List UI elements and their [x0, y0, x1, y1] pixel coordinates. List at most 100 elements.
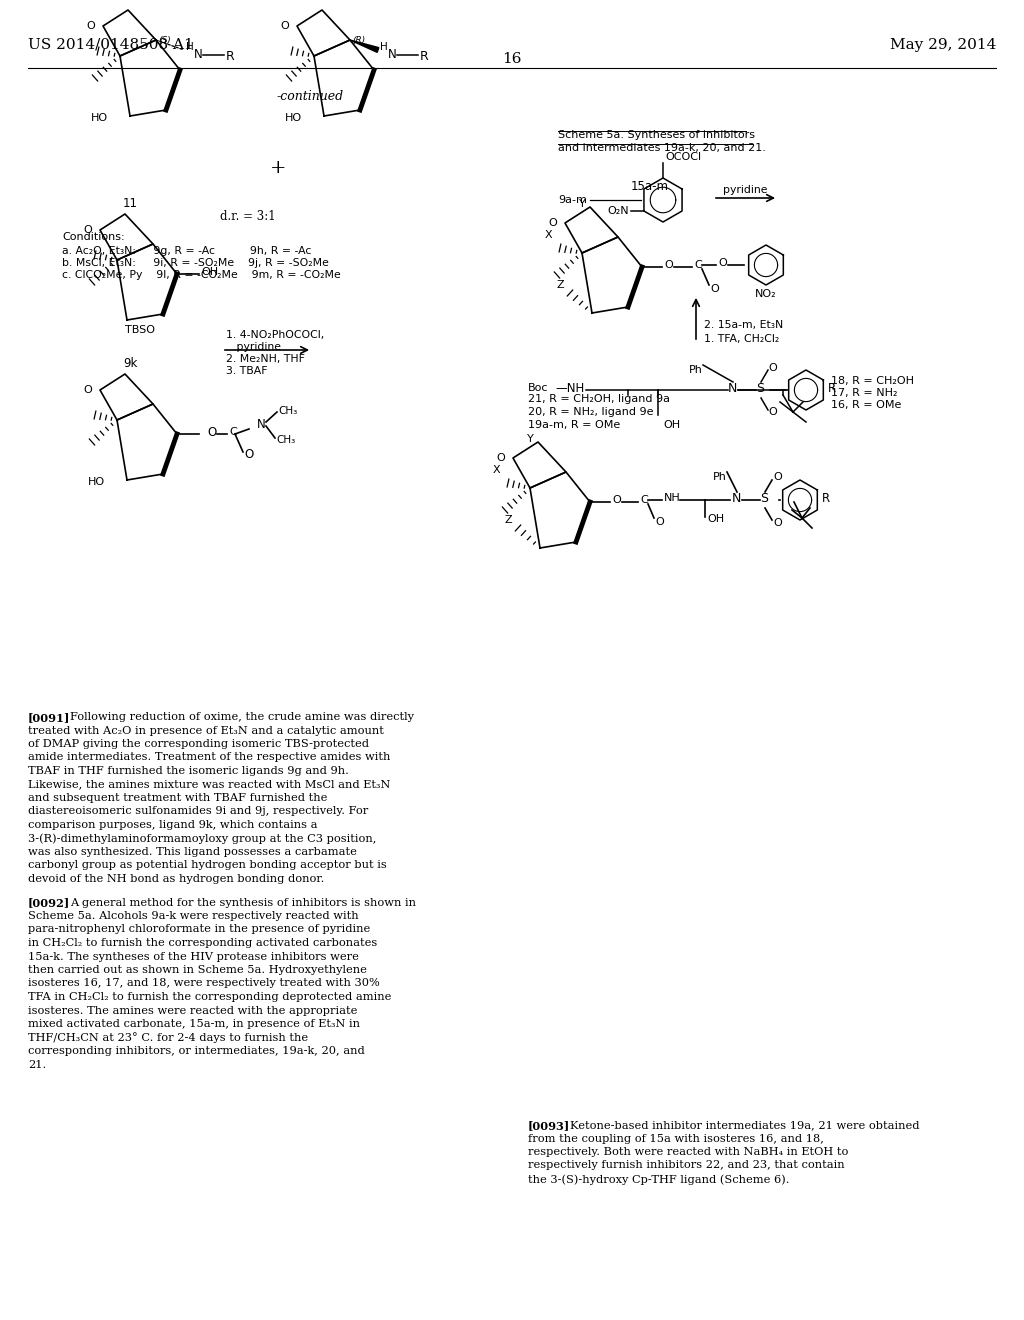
Text: respectively. Both were reacted with NaBH₄ in EtOH to: respectively. Both were reacted with NaB…: [528, 1147, 848, 1158]
Text: O: O: [548, 218, 557, 228]
Text: mixed activated carbonate, 15a-m, in presence of Et₃N in: mixed activated carbonate, 15a-m, in pre…: [28, 1019, 360, 1030]
Text: CH₃: CH₃: [278, 407, 297, 416]
Text: 1. TFA, CH₂Cl₂: 1. TFA, CH₂Cl₂: [705, 334, 779, 345]
Text: 15a-k. The syntheses of the HIV protease inhibitors were: 15a-k. The syntheses of the HIV protease…: [28, 952, 358, 961]
Text: Scheme 5a. Alcohols 9a-k were respectively reacted with: Scheme 5a. Alcohols 9a-k were respective…: [28, 911, 358, 921]
Text: Following reduction of oxime, the crude amine was directly: Following reduction of oxime, the crude …: [70, 711, 414, 722]
Text: (R): (R): [352, 36, 366, 45]
Text: Likewise, the amines mixture was reacted with MsCl and Et₃N: Likewise, the amines mixture was reacted…: [28, 780, 390, 789]
Text: and intermediates 19a-k, 20, and 21.: and intermediates 19a-k, 20, and 21.: [558, 143, 766, 153]
Text: respectively furnish inhibitors 22, and 23, that contain: respectively furnish inhibitors 22, and …: [528, 1160, 845, 1171]
Text: treated with Ac₂O in presence of Et₃N and a catalytic amount: treated with Ac₂O in presence of Et₃N an…: [28, 726, 384, 735]
Text: O: O: [207, 425, 216, 438]
Text: d.r. = 3:1: d.r. = 3:1: [220, 210, 275, 223]
Text: O: O: [710, 284, 719, 294]
Text: Z: Z: [505, 515, 512, 525]
Text: O: O: [768, 407, 777, 417]
Text: O: O: [655, 517, 664, 527]
Text: O: O: [768, 363, 777, 374]
Text: Ph: Ph: [689, 366, 702, 375]
Text: NH: NH: [664, 492, 681, 503]
Text: R: R: [420, 50, 429, 63]
Text: 2. Me₂NH, THF: 2. Me₂NH, THF: [226, 354, 305, 364]
Text: O₂N: O₂N: [607, 206, 629, 216]
Text: OH: OH: [201, 267, 218, 277]
Text: Y: Y: [526, 434, 534, 444]
Text: CH₃: CH₃: [276, 436, 295, 445]
Text: 3. TBAF: 3. TBAF: [226, 366, 267, 376]
Text: devoid of the NH bond as hydrogen bonding donor.: devoid of the NH bond as hydrogen bondin…: [28, 874, 325, 884]
Text: S: S: [760, 491, 768, 504]
Text: OH: OH: [663, 420, 680, 430]
Text: isosteres 16, 17, and 18, were respectively treated with 30%: isosteres 16, 17, and 18, were respectiv…: [28, 978, 380, 989]
Text: from the coupling of 15a with isosteres 16, and 18,: from the coupling of 15a with isosteres …: [528, 1134, 824, 1143]
Text: O: O: [773, 473, 781, 482]
Text: H: H: [186, 42, 194, 51]
Text: A general method for the synthesis of inhibitors is shown in: A general method for the synthesis of in…: [70, 898, 416, 908]
Text: OH: OH: [707, 513, 724, 524]
Text: 3-(R)-dimethylaminoformamoyloxy group at the C3 position,: 3-(R)-dimethylaminoformamoyloxy group at…: [28, 833, 377, 843]
Text: —NH: —NH: [555, 381, 585, 395]
Text: X: X: [545, 230, 552, 240]
Text: pyridine: pyridine: [226, 342, 281, 352]
Text: O: O: [83, 224, 92, 235]
Text: was also synthesized. This ligand possesses a carbamate: was also synthesized. This ligand posses…: [28, 847, 357, 857]
Text: amide intermediates. Treatment of the respective amides with: amide intermediates. Treatment of the re…: [28, 752, 390, 763]
Text: a. Ac₂O, Et₃N:     9g, R = -Ac          9h, R = -Ac: a. Ac₂O, Et₃N: 9g, R = -Ac 9h, R = -Ac: [62, 246, 311, 256]
Text: C: C: [229, 426, 237, 437]
Text: [0091]: [0091]: [28, 711, 71, 723]
Text: 9a-m: 9a-m: [558, 195, 587, 205]
Text: N: N: [194, 49, 203, 62]
Text: (S): (S): [158, 36, 171, 45]
Text: H: H: [380, 42, 388, 51]
Text: corresponding inhibitors, or intermediates, 19a-k, 20, and: corresponding inhibitors, or intermediat…: [28, 1045, 365, 1056]
Text: 15a-m: 15a-m: [631, 180, 669, 193]
Text: 1. 4-NO₂PhOCOCl,: 1. 4-NO₂PhOCOCl,: [226, 330, 325, 341]
Text: NO₂: NO₂: [755, 289, 777, 300]
Text: 11: 11: [123, 197, 137, 210]
Text: [0093]: [0093]: [528, 1119, 570, 1131]
Text: HO: HO: [88, 477, 105, 487]
Text: OCOCl: OCOCl: [665, 152, 701, 162]
Text: 2. 15a-m, Et₃N: 2. 15a-m, Et₃N: [705, 319, 783, 330]
Text: R: R: [822, 491, 830, 504]
Text: C: C: [640, 495, 648, 506]
Text: 20, R = NH₂, ligand 9e: 20, R = NH₂, ligand 9e: [528, 407, 653, 417]
Text: pyridine: pyridine: [723, 185, 767, 195]
Text: S: S: [756, 381, 764, 395]
Text: O: O: [612, 495, 621, 506]
Text: May 29, 2014: May 29, 2014: [890, 38, 996, 51]
Text: in CH₂Cl₂ to furnish the corresponding activated carbonates: in CH₂Cl₂ to furnish the corresponding a…: [28, 939, 377, 948]
Text: HO: HO: [91, 114, 108, 123]
Text: N: N: [388, 49, 396, 62]
Text: TBAF in THF furnished the isomeric ligands 9g and 9h.: TBAF in THF furnished the isomeric ligan…: [28, 766, 349, 776]
Text: Scheme 5a. Syntheses of inhibitors: Scheme 5a. Syntheses of inhibitors: [558, 129, 755, 140]
Text: comparison purposes, ligand 9k, which contains a: comparison purposes, ligand 9k, which co…: [28, 820, 317, 830]
Text: Z: Z: [556, 280, 564, 290]
Text: X: X: [493, 465, 500, 475]
Text: O: O: [281, 21, 289, 30]
Text: 19a-m, R = OMe: 19a-m, R = OMe: [528, 420, 621, 430]
Text: HO: HO: [285, 114, 302, 123]
Text: para-nitrophenyl chloroformate in the presence of pyridine: para-nitrophenyl chloroformate in the pr…: [28, 924, 371, 935]
Text: 21, R = CH₂OH, ligand 9a: 21, R = CH₂OH, ligand 9a: [528, 393, 670, 404]
Text: O: O: [86, 21, 95, 30]
Text: Boc: Boc: [528, 383, 549, 393]
Text: C: C: [694, 260, 701, 271]
Text: -continued: -continued: [276, 90, 344, 103]
Text: N: N: [257, 417, 266, 430]
Text: and subsequent treatment with TBAF furnished the: and subsequent treatment with TBAF furni…: [28, 793, 328, 803]
Text: Conditions:: Conditions:: [62, 232, 125, 242]
Text: then carried out as shown in Scheme 5a. Hydroxyethylene: then carried out as shown in Scheme 5a. …: [28, 965, 367, 975]
Text: N: N: [728, 381, 737, 395]
Text: O: O: [773, 517, 781, 528]
Text: isosteres. The amines were reacted with the appropriate: isosteres. The amines were reacted with …: [28, 1006, 357, 1015]
Text: R: R: [226, 50, 234, 63]
Text: O: O: [497, 453, 505, 463]
Text: 17, R = NH₂: 17, R = NH₂: [831, 388, 897, 399]
Text: c. ClCO₂Me, Py    9l, R = -CO₂Me    9m, R = -CO₂Me: c. ClCO₂Me, Py 9l, R = -CO₂Me 9m, R = -C…: [62, 271, 341, 280]
Text: Y: Y: [579, 199, 586, 209]
Text: O: O: [664, 260, 673, 271]
Text: Ketone-based inhibitor intermediates 19a, 21 were obtained: Ketone-based inhibitor intermediates 19a…: [570, 1119, 920, 1130]
Text: +: +: [269, 158, 287, 177]
